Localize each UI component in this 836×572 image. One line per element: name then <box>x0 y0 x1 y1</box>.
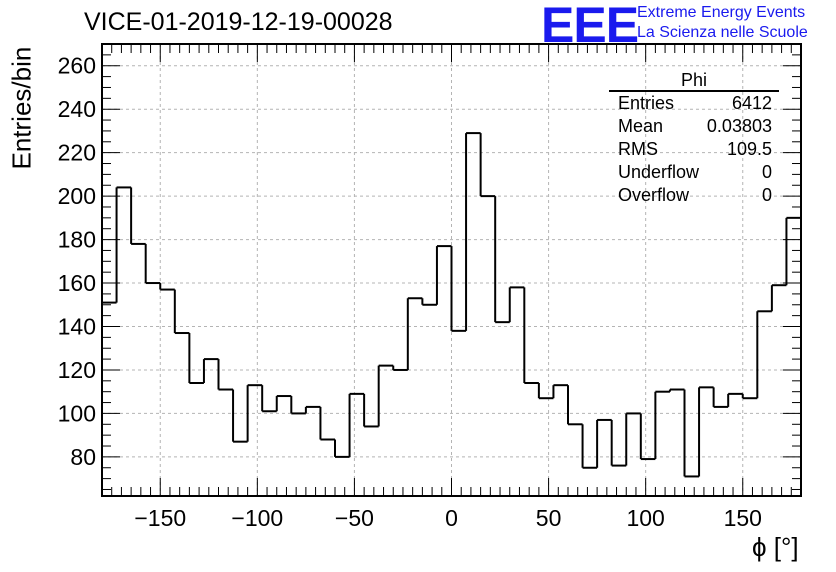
y-tick-label: 140 <box>58 314 96 340</box>
x-tick-label: 50 <box>536 505 562 531</box>
x-tick-label: 150 <box>724 505 762 531</box>
x-tick-label: −150 <box>134 505 186 531</box>
stats-value: 6412 <box>731 93 772 113</box>
stats-row-entries: Entries 6412 <box>609 92 779 115</box>
y-tick-label: 260 <box>58 53 96 79</box>
y-tick-label: 80 <box>70 444 96 470</box>
y-tick-label: 220 <box>58 140 96 166</box>
stats-label: Overflow <box>618 185 690 205</box>
y-axis-label: Entries/bin <box>6 46 37 170</box>
stats-row-underflow: Underflow 0 <box>609 161 779 184</box>
stats-label: Mean <box>618 116 664 136</box>
chart-title: VICE-01-2019-12-19-00028 <box>84 8 393 36</box>
stats-row-rms: RMS 109.5 <box>609 138 779 161</box>
y-tick-label: 120 <box>58 357 96 383</box>
x-tick-label: −100 <box>231 505 283 531</box>
stats-label: Underflow <box>618 162 700 182</box>
stats-box: Phi Entries 6412 Mean 0.03803 RMS 109.5 … <box>609 70 779 207</box>
stats-row-overflow: Overflow 0 <box>609 184 779 207</box>
stats-row-mean: Mean 0.03803 <box>609 115 779 138</box>
eee-logo: EEE <box>541 0 639 53</box>
y-tick-label: 180 <box>58 227 96 253</box>
stats-value: 0.03803 <box>706 116 772 136</box>
stats-value: 109.5 <box>726 139 772 159</box>
x-tick-label: −50 <box>335 505 374 531</box>
y-tick-label: 240 <box>58 96 96 122</box>
logo-line-2: La Scienza nelle Scuole <box>637 24 808 41</box>
stats-value: 0 <box>761 185 772 205</box>
stats-label: Entries <box>618 93 675 113</box>
stats-value: 0 <box>761 162 772 182</box>
stats-label: RMS <box>618 139 658 159</box>
x-tick-label: 0 <box>445 505 458 531</box>
y-tick-label: 160 <box>58 270 96 296</box>
y-tick-label: 200 <box>58 183 96 209</box>
x-axis-label: ϕ [°] <box>752 532 799 562</box>
stats-title: Phi <box>609 70 779 92</box>
y-tick-label: 100 <box>58 400 96 426</box>
logo-line-1: Extreme Energy Events <box>637 4 806 21</box>
x-tick-label: 100 <box>626 505 664 531</box>
